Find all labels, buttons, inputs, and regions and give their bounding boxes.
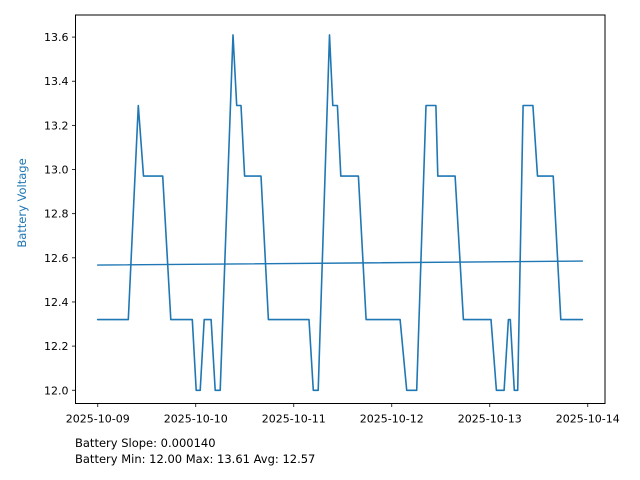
battery-stats-text: Battery Min: 12.00 Max: 13.61 Avg: 12.57 bbox=[75, 452, 316, 466]
x-tick-label: 2025-10-09 bbox=[66, 413, 130, 426]
y-tick-label: 13.4 bbox=[44, 75, 69, 88]
battery-slope-text: Battery Slope: 0.000140 bbox=[75, 436, 216, 450]
x-tick-label: 2025-10-14 bbox=[556, 413, 620, 426]
battery-voltage-line bbox=[96, 34, 584, 392]
x-tick-label: 2025-10-12 bbox=[360, 413, 424, 426]
y-tick-label: 12.4 bbox=[44, 296, 69, 309]
y-tick-label: 13.6 bbox=[44, 31, 69, 44]
y-tick-label: 12.6 bbox=[44, 252, 69, 265]
y-tick-label: 12.2 bbox=[44, 340, 69, 353]
x-tick-label: 2025-10-13 bbox=[458, 413, 522, 426]
y-tick-label: 13.0 bbox=[44, 164, 69, 177]
battery-trend-line bbox=[96, 260, 584, 266]
y-axis-label: Battery Voltage bbox=[15, 158, 29, 248]
y-tick-label: 12.0 bbox=[44, 384, 69, 397]
y-tick-label: 13.2 bbox=[44, 119, 69, 132]
x-tick-label: 2025-10-10 bbox=[164, 413, 228, 426]
axes-frame bbox=[75, 14, 606, 404]
y-tick-label: 12.8 bbox=[44, 208, 69, 221]
x-tick-label: 2025-10-11 bbox=[262, 413, 326, 426]
